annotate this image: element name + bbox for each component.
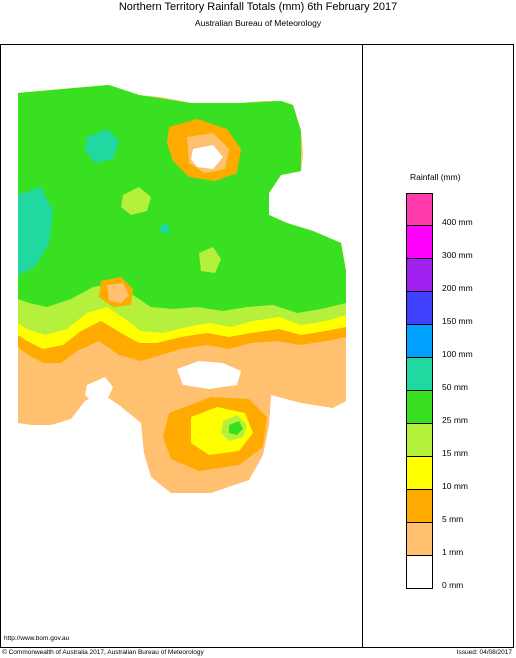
legend-swatch xyxy=(406,193,433,226)
legend-label: 0 mm xyxy=(442,579,464,590)
rainfall-map xyxy=(18,85,346,493)
dry-pocket-central xyxy=(177,361,241,389)
legend-swatch xyxy=(406,259,433,292)
legend-swatch xyxy=(406,391,433,424)
legend-label: 5 mm xyxy=(442,513,464,524)
copyright-text: © Commonwealth of Australia 2017, Austra… xyxy=(2,649,204,656)
legend-label: 50 mm xyxy=(442,381,468,392)
legend-label: 400 mm xyxy=(442,216,473,227)
legend-swatch xyxy=(406,490,433,523)
rain-zone-50mm-spot xyxy=(160,224,170,234)
legend-swatch xyxy=(406,292,433,325)
map-subtitle: Australian Bureau of Meteorology xyxy=(194,18,322,28)
rain-zone-15mm-patch-a xyxy=(121,187,151,215)
legend-label: 100 mm xyxy=(442,348,473,359)
rain-zone-15mm-patch-b xyxy=(199,247,221,273)
rain-zone-50mm-west xyxy=(18,187,53,275)
issued-date: Issued: 04/08/2017 xyxy=(456,649,512,656)
source-url[interactable]: http://www.bom.gov.au xyxy=(4,635,70,642)
legend-swatch xyxy=(406,424,433,457)
map-title: Northern Territory Rainfall Totals (mm) … xyxy=(118,1,398,13)
legend-title: Rainfall (mm) xyxy=(410,172,461,182)
legend-swatch xyxy=(406,457,433,490)
legend-label: 1 mm xyxy=(442,546,464,557)
legend-swatch xyxy=(406,523,433,556)
legend-color-bar xyxy=(406,193,433,589)
legend-label: 300 mm xyxy=(442,249,473,260)
legend-swatch xyxy=(406,325,433,358)
legend-swatch xyxy=(406,556,433,589)
legend-swatch xyxy=(406,358,433,391)
rain-zone-25mm-core xyxy=(229,421,243,435)
rain-zone-25mm xyxy=(18,85,346,313)
dry-pocket-ne xyxy=(191,145,223,169)
legend-divider xyxy=(362,44,363,648)
legend-label: 15 mm xyxy=(442,447,468,458)
legend-label: 150 mm xyxy=(442,315,473,326)
rain-zone-1mm-west xyxy=(107,283,129,303)
map-frame xyxy=(0,44,514,648)
legend-swatch xyxy=(406,226,433,259)
legend-label: 10 mm xyxy=(442,480,468,491)
rain-zone-50mm-north xyxy=(85,129,119,163)
dry-pocket-west xyxy=(85,377,113,403)
legend-label: 25 mm xyxy=(442,414,468,425)
legend-label: 200 mm xyxy=(442,282,473,293)
